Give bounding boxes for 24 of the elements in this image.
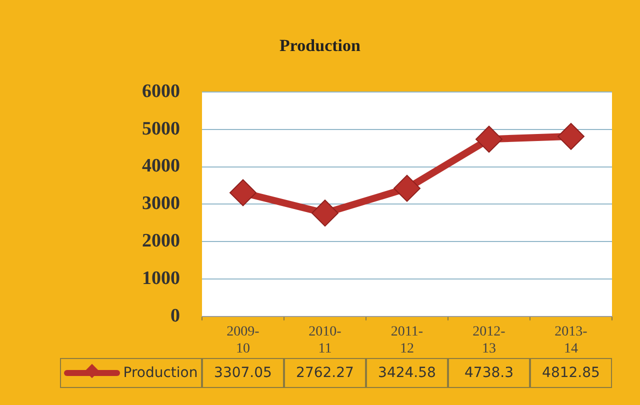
x-tick-label: 2013-14 xyxy=(554,324,588,356)
y-tick-label: 5000 xyxy=(142,118,180,140)
y-tick-label: 3000 xyxy=(142,193,180,214)
data-label: 3307.05 xyxy=(202,358,284,388)
y-tick-label: 1000 xyxy=(142,268,180,289)
data-label: 3424.58 xyxy=(366,358,448,388)
x-tick-label: 2012-13 xyxy=(472,324,506,356)
point xyxy=(394,174,420,202)
data-label: 2762.27 xyxy=(284,358,366,388)
data-label: 4812.85 xyxy=(530,358,612,388)
point xyxy=(312,200,338,227)
point xyxy=(230,179,256,206)
legend-label: Production xyxy=(123,365,198,381)
chart-title: Production xyxy=(278,36,362,56)
point xyxy=(558,122,584,150)
y-tick-label: 2000 xyxy=(142,230,180,252)
data-label: 4738.3 xyxy=(448,358,530,388)
x-tick-label: 2009-10 xyxy=(226,324,260,356)
y-tick-label: 4000 xyxy=(142,156,180,177)
x-tick-label: 2011-12 xyxy=(390,324,424,356)
y-tick-label: 0 xyxy=(170,305,180,326)
point xyxy=(476,126,502,153)
y-tick-label: 6000 xyxy=(142,80,180,102)
x-tick-label: 2010-11 xyxy=(308,324,342,356)
